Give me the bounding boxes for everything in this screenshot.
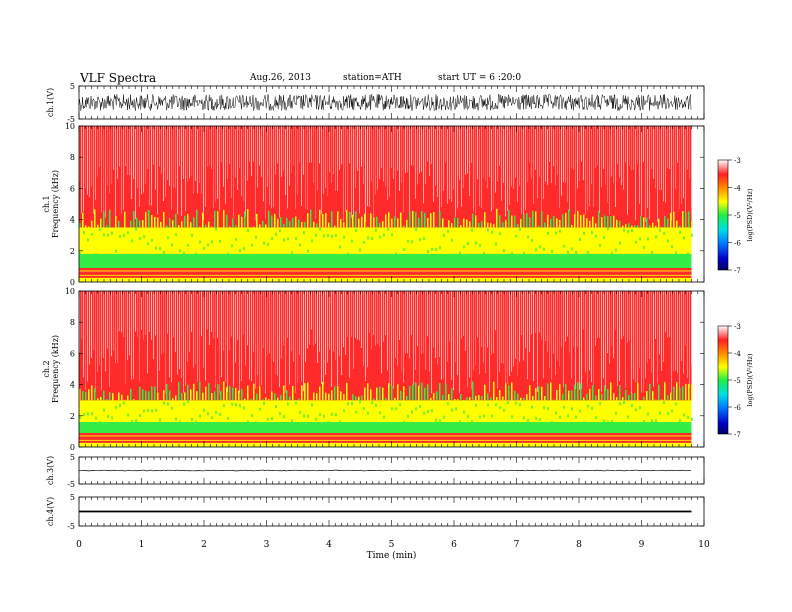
y-tick-label: 6 xyxy=(70,349,75,358)
figure-title: VLF Spectra xyxy=(80,71,157,85)
y-axis-label: ch.2 xyxy=(42,360,51,377)
band-1 xyxy=(79,432,692,443)
panel-ch4-waveform: 5 -5 ch.4(V) xyxy=(46,493,705,531)
colorbar-label: log(PSD)(V²/Hz) xyxy=(746,353,754,406)
colorbar-scale xyxy=(717,325,729,435)
y-tick-label: 5 xyxy=(70,453,75,462)
colorbar-tick-label: -3 xyxy=(734,157,741,165)
waveform-trace xyxy=(79,510,692,513)
colorbar-tick-label: -7 xyxy=(734,267,741,275)
waveform-band xyxy=(79,510,692,513)
colorbar-tick-label: -4 xyxy=(734,185,741,193)
time-axis: 0 1 2 3 4 5 6 7 8 9 10 Time (min) xyxy=(76,540,710,561)
band-1 xyxy=(79,267,692,278)
date-label: Aug.26, 2013 xyxy=(250,73,311,83)
waveform-line xyxy=(78,93,692,112)
band-2 xyxy=(79,422,692,433)
x-tick-label: 10 xyxy=(698,540,710,550)
y-tick-label: 0 xyxy=(70,443,75,452)
colorbar-label: log(PSD)(V²/Hz) xyxy=(746,188,754,241)
y-tick-label: 6 xyxy=(70,184,75,193)
y-axis-label: Frequency (kHz) xyxy=(51,170,60,238)
y-axis: 0 2 4 6 8 10 xyxy=(65,287,704,452)
y-tick-label: -5 xyxy=(67,115,75,124)
y-axis: 5 -5 xyxy=(67,82,704,124)
x-tick-label: 7 xyxy=(514,540,520,550)
y-axis-label: ch.3(V) xyxy=(46,456,55,485)
y-axis-label: Frequency (kHz) xyxy=(51,335,60,403)
spectrogram-texture xyxy=(79,126,693,281)
y-axis: 0 2 4 6 8 10 xyxy=(65,122,704,287)
y-tick-label: 8 xyxy=(70,153,75,162)
y-tick-label: 2 xyxy=(70,412,75,421)
colorbar-tick-label: -5 xyxy=(734,377,741,385)
colorbar-tick-label: -7 xyxy=(734,431,741,439)
y-tick-label: 10 xyxy=(65,287,75,296)
y-tick-label: 5 xyxy=(70,82,75,91)
waveform-trace xyxy=(78,469,692,472)
x-tick-label: 9 xyxy=(639,540,645,550)
x-tick-label: 5 xyxy=(389,540,395,550)
colorbar-tick-label: -4 xyxy=(734,350,741,358)
y-axis-label: ch.4(V) xyxy=(46,497,55,526)
colorbar-tick-label: -5 xyxy=(734,212,741,220)
y-axis-label: ch.1 xyxy=(42,195,51,212)
y-tick-label: 4 xyxy=(70,381,75,390)
x-axis-label: Time (min) xyxy=(367,550,417,561)
start-time-label: start UT = 6 :20:0 xyxy=(438,73,522,83)
x-tick-label: 0 xyxy=(76,540,82,550)
band-2 xyxy=(79,253,692,268)
panel-ch3-waveform: 5 -5 ch.3(V) xyxy=(46,453,705,489)
y-tick-label: 2 xyxy=(70,247,75,256)
y-tick-label: -5 xyxy=(67,480,75,489)
colorbar-tick-label: -3 xyxy=(734,323,741,331)
band-3 xyxy=(79,227,692,254)
colorbar-tick-label: -6 xyxy=(734,240,741,248)
y-tick-label: -5 xyxy=(67,522,75,531)
x-tick-label: 3 xyxy=(264,540,270,550)
panel-ch2-spectrogram: -3 -4 -5 -6 -7 log(PSD)(V²/Hz) 0 2 4 6 8 10 ch.2 Freq… xyxy=(42,287,754,452)
y-tick-label: 0 xyxy=(70,278,75,287)
colorbar: -3 -4 -5 -6 -7 log(PSD)(V²/Hz) xyxy=(717,157,754,275)
waveform-trace xyxy=(78,93,692,112)
station-label: station=ATH xyxy=(343,73,402,83)
band-3 xyxy=(79,400,692,423)
colorbar-scale xyxy=(717,159,729,271)
x-tick-label: 2 xyxy=(201,540,207,550)
x-tick-label: 1 xyxy=(139,540,145,550)
y-tick-label: 5 xyxy=(70,493,75,502)
x-tick-label: 8 xyxy=(576,540,582,550)
y-tick-label: 10 xyxy=(65,122,75,131)
colorbar: -3 -4 -5 -6 -7 log(PSD)(V²/Hz) xyxy=(717,323,754,439)
panel-ch1-waveform: 5 -5 ch.1(V) xyxy=(46,82,705,124)
x-tick-label: 6 xyxy=(451,540,457,550)
y-tick-label: 8 xyxy=(70,318,75,327)
y-axis: 5 -5 xyxy=(67,493,704,531)
panel-ch1-spectrogram: -3 -4 -5 -6 -7 log(PSD)(V²/Hz) 0 2 4 6 8 10 ch.1 Freq… xyxy=(42,122,754,287)
y-axis-label: ch.1(V) xyxy=(46,88,55,117)
waveform-line xyxy=(78,469,692,472)
y-axis: 5 -5 xyxy=(67,453,704,489)
y-tick-label: 4 xyxy=(70,216,75,225)
x-tick-label: 4 xyxy=(326,540,332,550)
colorbar-tick-label: -6 xyxy=(734,404,741,412)
spectrogram-texture xyxy=(79,291,693,446)
